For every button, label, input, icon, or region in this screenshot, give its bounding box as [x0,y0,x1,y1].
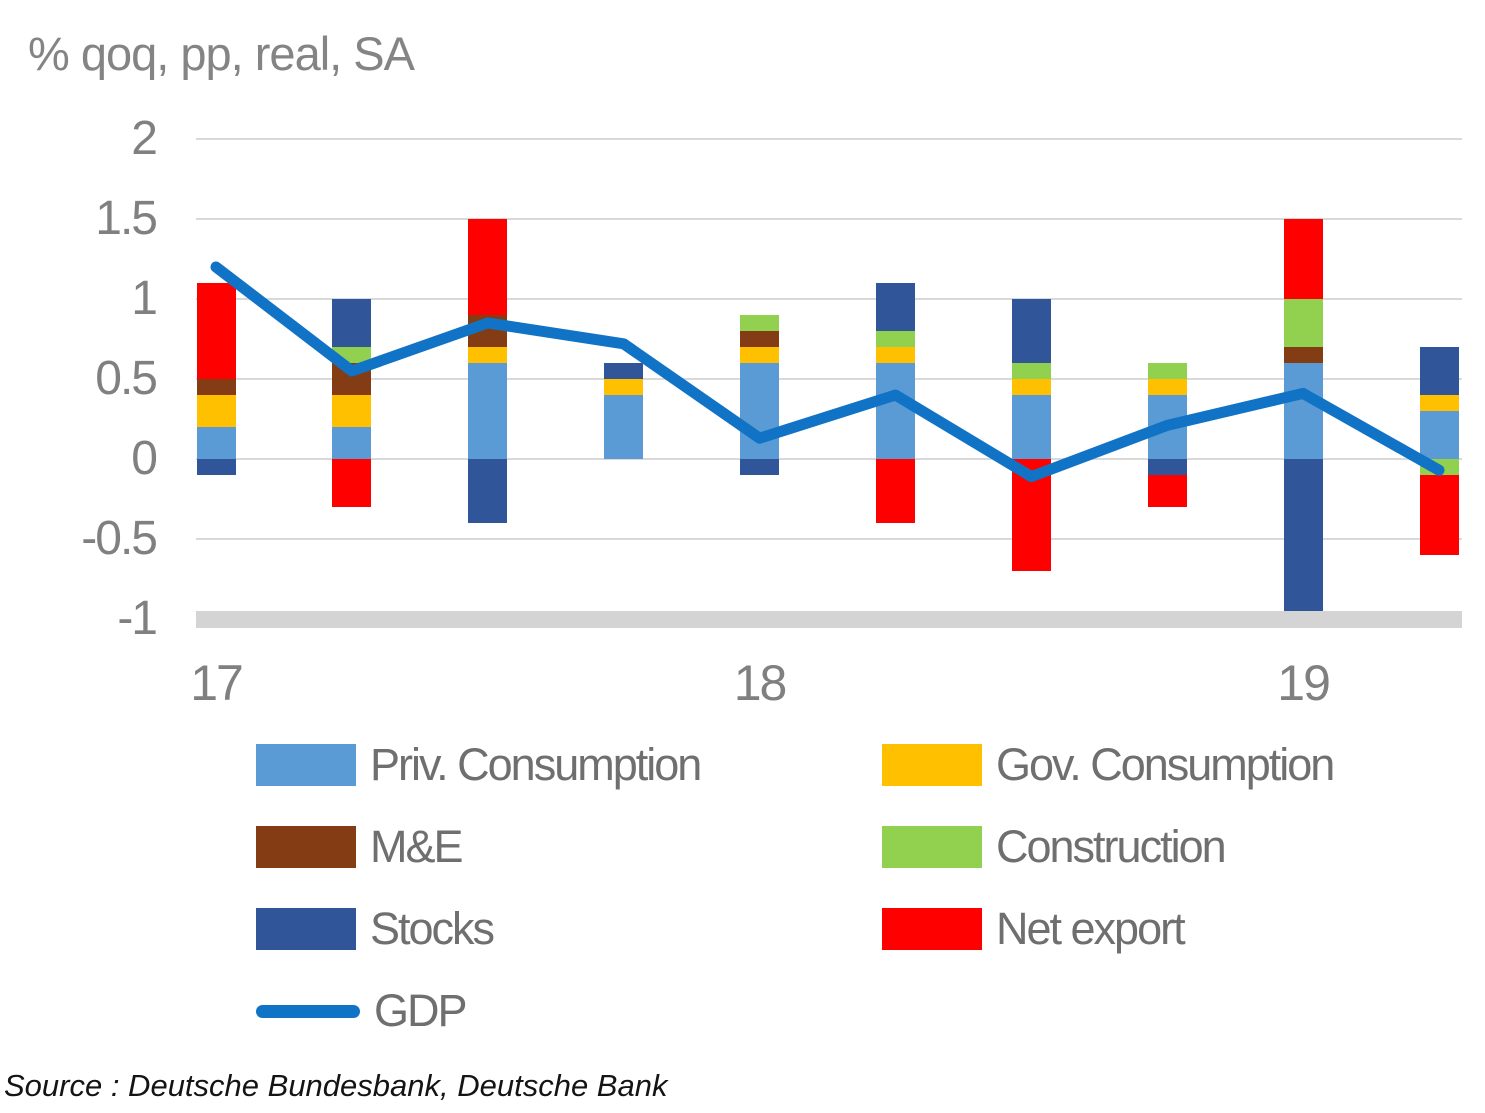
bar-segment-m-e-3 [468,315,508,347]
legend-label: GDP [374,985,468,1036]
bar-segment-priv-consumption-2 [332,427,372,459]
bar-segment-stocks-4 [604,363,644,379]
y-tick-label: -1 [117,592,158,645]
bar-segment-gov-consumption-5 [740,347,780,363]
stocks-swatch-icon [256,908,356,950]
bar-segment-gov-consumption-10 [1419,395,1459,411]
source-note: Source : Deutsche Bundesbank, Deutsche B… [4,1068,668,1103]
bar-segment-priv-consumption-8 [1147,395,1187,459]
bar-segment-stocks-10 [1419,347,1459,395]
bar-segment-construction-6 [875,331,915,347]
bar-segment-gov-consumption-8 [1147,379,1187,395]
chart-title: % qoq, pp, real, SA [28,27,415,80]
gridline [196,538,1462,540]
bar-segment-net-export-7 [1011,459,1051,571]
construction-swatch-icon [882,826,982,868]
bar-segment-priv-consumption-7 [1011,395,1051,459]
bar-segment-gov-consumption-7 [1011,379,1051,395]
y-tick-label: -0.5 [81,512,158,565]
bar-segment-priv-consumption-10 [1419,411,1459,459]
bar-segment-net-export-2 [332,459,372,507]
bar-segment-stocks-7 [1011,299,1051,363]
y-tick-label: 1 [131,272,158,325]
y-tick-label: 2 [131,112,158,165]
legend-label: Net export [996,903,1186,954]
bar-segment-stocks-6 [875,283,915,331]
bar-segment-priv-consumption-5 [740,363,780,459]
bar-segment-net-export-3 [468,219,508,315]
bar-segment-priv-consumption-6 [875,363,915,459]
y-tick-label: 1.5 [95,192,158,245]
bar-segment-stocks-2 [332,299,372,347]
bar-segment-construction-5 [740,315,780,331]
bar-segment-stocks-5 [740,459,780,475]
legend-item-gov-consumption: Gov. Consumption [882,739,1335,790]
y-tick-label: 0.5 [95,352,158,405]
bar-segment-priv-consumption-4 [604,395,644,459]
gridline [196,218,1462,220]
bar-segment-gov-consumption-4 [604,379,644,395]
bar-segment-m-e-9 [1283,347,1323,363]
legend-item-me: M&E [256,821,464,872]
legend-label: Stocks [370,903,495,954]
bar-segment-m-e-2 [332,363,372,395]
legend-label: M&E [370,821,464,872]
bar-segment-m-e-5 [740,331,780,347]
bar-segment-net-export-6 [875,459,915,523]
x-axis-baseline-band [196,611,1462,628]
bar-segment-gov-consumption-6 [875,347,915,363]
bar-segment-construction-10 [1419,459,1459,475]
legend-item-priv-consumption: Priv. Consumption [256,739,702,790]
legend-item-gdp: GDP [256,985,468,1036]
legend-item-stocks: Stocks [256,903,495,954]
bar-segment-net-export-1 [196,283,236,379]
x-tick-label-17: 17 [190,655,244,711]
net-export-swatch-icon [882,908,982,950]
bar-segment-construction-8 [1147,363,1187,379]
me-swatch-icon [256,826,356,868]
gridline [196,298,1462,300]
y-tick-label: 0 [131,432,158,485]
bar-segment-net-export-10 [1419,475,1459,555]
bar-segment-stocks-8 [1147,459,1187,475]
gdp-line-swatch-icon [256,1004,360,1018]
bar-segment-stocks-1 [196,459,236,475]
legend-label: Construction [996,821,1227,872]
bar-segment-m-e-1 [196,379,236,395]
bar-segment-priv-consumption-9 [1283,363,1323,459]
bar-segment-net-export-9 [1283,219,1323,299]
bar-segment-priv-consumption-1 [196,427,236,459]
gridline [196,458,1462,460]
legend-item-construction: Construction [882,821,1227,872]
bar-segment-construction-7 [1011,363,1051,379]
bar-segment-construction-9 [1283,299,1323,347]
x-tick-label-19: 19 [1277,655,1331,711]
bar-segment-stocks-3 [468,459,508,523]
legend-item-net-export: Net export [882,903,1186,954]
gov-consumption-swatch-icon [882,744,982,786]
bar-segment-stocks-9 [1283,459,1323,611]
legend-label: Gov. Consumption [996,739,1335,790]
gridline [196,378,1462,380]
bar-segment-priv-consumption-3 [468,363,508,459]
x-tick-label-18: 18 [733,655,788,711]
priv-consumption-swatch-icon [256,744,356,786]
bar-segment-construction-2 [332,347,372,363]
bar-segment-gov-consumption-2 [332,395,372,427]
gridline [196,138,1462,140]
bar-segment-gov-consumption-1 [196,395,236,427]
legend-label: Priv. Consumption [370,739,702,790]
bar-segment-gov-consumption-3 [468,347,508,363]
bar-segment-net-export-8 [1147,475,1187,507]
